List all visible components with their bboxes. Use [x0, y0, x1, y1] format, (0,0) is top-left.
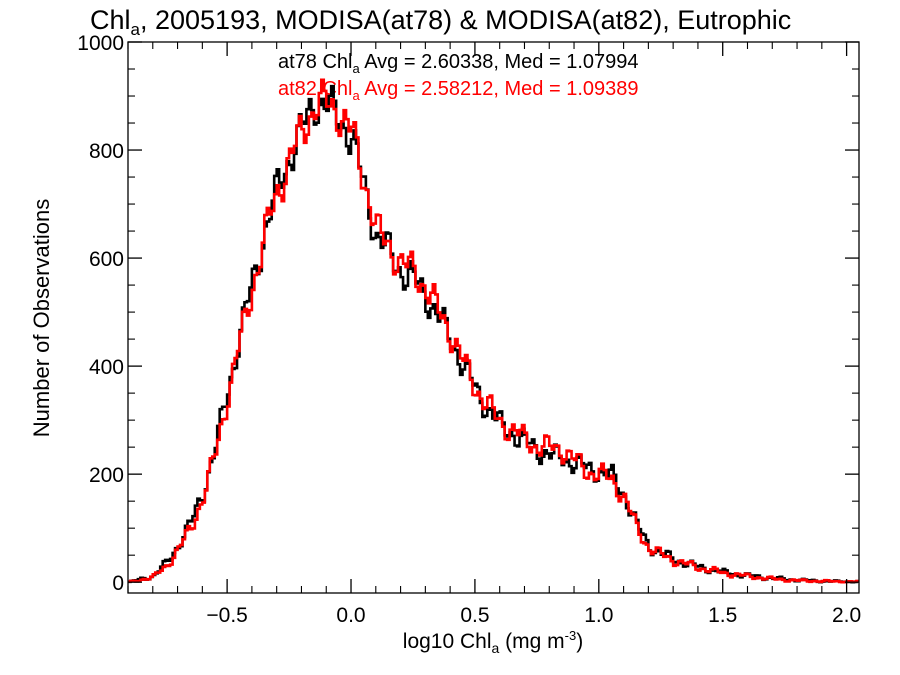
x-tick-label: 0.5	[460, 604, 489, 627]
y-tick-label: 200	[89, 464, 124, 487]
x-axis-label: log10 Chla (mg m-3)	[403, 628, 583, 656]
ticks-layer: −0.5 0.0 0.5 1.0 1.5 2.0 0 200 400 600 800 1000	[77, 32, 861, 627]
annotation-at78: at78 Chla Avg = 2.60338, Med = 1.07994	[278, 51, 638, 76]
y-axis-label: Number of Observations	[29, 199, 54, 437]
x-tick-label: 1.5	[708, 604, 737, 627]
y-tick-label: 1000	[77, 32, 124, 55]
y-tick-label: 0	[112, 572, 124, 595]
series-line-1	[128, 78, 859, 584]
series-layer	[128, 78, 859, 584]
x-tick-label: 2.0	[832, 604, 861, 627]
x-tick-label: 1.0	[584, 604, 613, 627]
y-tick-label: 600	[89, 248, 124, 271]
y-tick-label: 400	[89, 356, 124, 379]
x-tick-label: 0.0	[336, 604, 365, 627]
axes-frame	[127, 41, 860, 594]
chart-title: Chla, 2005193, MODISA(at78) & MODISA(at8…	[90, 5, 791, 39]
y-tick-label: 800	[89, 140, 124, 163]
x-tick-label: −0.5	[206, 604, 247, 627]
